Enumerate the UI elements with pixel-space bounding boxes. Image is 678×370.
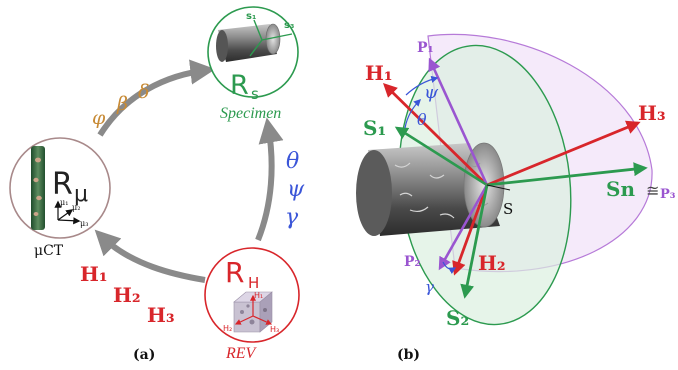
arrow-rev-to-mu [94, 229, 206, 283]
arrow-mu-to-specimen [97, 59, 216, 137]
label-b-p2: P₂ [404, 254, 421, 270]
label-b-p3: P₃ [660, 187, 676, 202]
mu-axis-2: μ₂ [72, 203, 80, 212]
mu-node-label: μCT [34, 243, 64, 259]
specimen-node-subscript: s [251, 85, 259, 103]
specimen-node-label: Specimen [220, 105, 281, 122]
label-phi: φ [92, 107, 106, 129]
specimen-axis-s3 [261, 33, 293, 41]
label-delta: δ [138, 81, 149, 103]
rod-spot [33, 177, 39, 183]
specimen-node: s₁ s₃ R s Specimen [207, 6, 299, 122]
specimen-axis-s3-label: s₃ [284, 20, 294, 31]
label-b-approx: ≅ [646, 181, 659, 200]
label-b-psi: ψ [424, 82, 439, 103]
vector-p2 [438, 184, 489, 271]
mu-axis-1: μ₁ [60, 198, 68, 207]
panel-a: R μ μ₁ μ₂ μ₃ μCT s₁ s₃ R s [9, 6, 305, 363]
rod-spot [33, 212, 39, 216]
vectors [383, 57, 648, 299]
label-psi: ψ [287, 177, 305, 202]
label-b-h3: H₃ [638, 101, 666, 125]
label-h3: H₃ [147, 303, 175, 327]
mu-axes: μ₁ μ₂ μ₃ [54, 198, 88, 228]
rev-axis-h3 [252, 315, 273, 325]
arc-gamma [442, 261, 457, 274]
vector-h2 [452, 184, 489, 276]
caption-a: (a) [133, 347, 155, 363]
rev-node-label: REV [225, 345, 258, 362]
caption-b: (b) [397, 347, 420, 363]
vector-h1 [383, 83, 488, 186]
specimen-body [218, 24, 277, 62]
label-b-gamma: γ [425, 278, 434, 296]
label-b-s2: S₂ [446, 306, 469, 330]
label-b-sn: Sn [606, 177, 635, 201]
arrow-rev-to-specimen [255, 117, 284, 242]
vector-h3 [486, 120, 641, 187]
label-gamma: γ [285, 205, 299, 230]
rod-spot [35, 157, 41, 163]
specimen-axis-s2 [249, 39, 263, 57]
label-h2: H₂ [113, 283, 141, 307]
panel-b: H₁ P₁ S₁ ψ θ H₃ Sn ≅ P₃ P₂ H₂ γ S₂ S (b) [356, 33, 676, 363]
label-b-s-axis: S [503, 200, 513, 218]
label-beta: β [116, 93, 128, 115]
vector-s2 [460, 184, 489, 299]
specimen-node-symbol: R [230, 70, 249, 101]
vector-s1 [394, 126, 488, 187]
label-b-h2: H₂ [478, 251, 506, 275]
arc-theta [404, 98, 422, 129]
specimen-axis-s1-label: s₁ [246, 11, 256, 22]
label-theta: θ [286, 149, 299, 174]
mu-node-subscript: μ [74, 182, 88, 207]
mu-ct-rod [31, 146, 45, 230]
arc-psi [405, 75, 439, 96]
specimen-back-face [216, 30, 228, 62]
rev-node: R H H₁ H₂ H₃ REV [204, 247, 300, 362]
label-b-h1: H₁ [365, 61, 393, 85]
rev-axis-h3-label: H₃ [270, 325, 279, 334]
mu-axis-3: μ₃ [80, 219, 88, 228]
rev-axis-h2 [234, 315, 254, 325]
axis-s [486, 184, 511, 191]
specimen-cylinder [356, 142, 505, 236]
rev-node-symbol: R [225, 256, 244, 289]
rev-node-subscript: H [248, 274, 259, 292]
label-b-s1: S₁ [363, 116, 386, 140]
label-h1: H₁ [80, 262, 108, 286]
mu-node-symbol: R [52, 167, 73, 202]
vector-p1 [428, 57, 489, 186]
rod-spot [36, 195, 42, 201]
rev-axis-h2-label: H₂ [223, 324, 232, 333]
rev-axis-h1-label: H₁ [254, 291, 263, 300]
vector-sn [486, 162, 648, 187]
mu-node: R μ μ₁ μ₂ μ₃ μCT [9, 137, 111, 259]
specimen-axis-s1 [253, 19, 263, 41]
label-b-p1: P₁ [417, 40, 434, 56]
label-b-theta: θ [417, 110, 427, 129]
